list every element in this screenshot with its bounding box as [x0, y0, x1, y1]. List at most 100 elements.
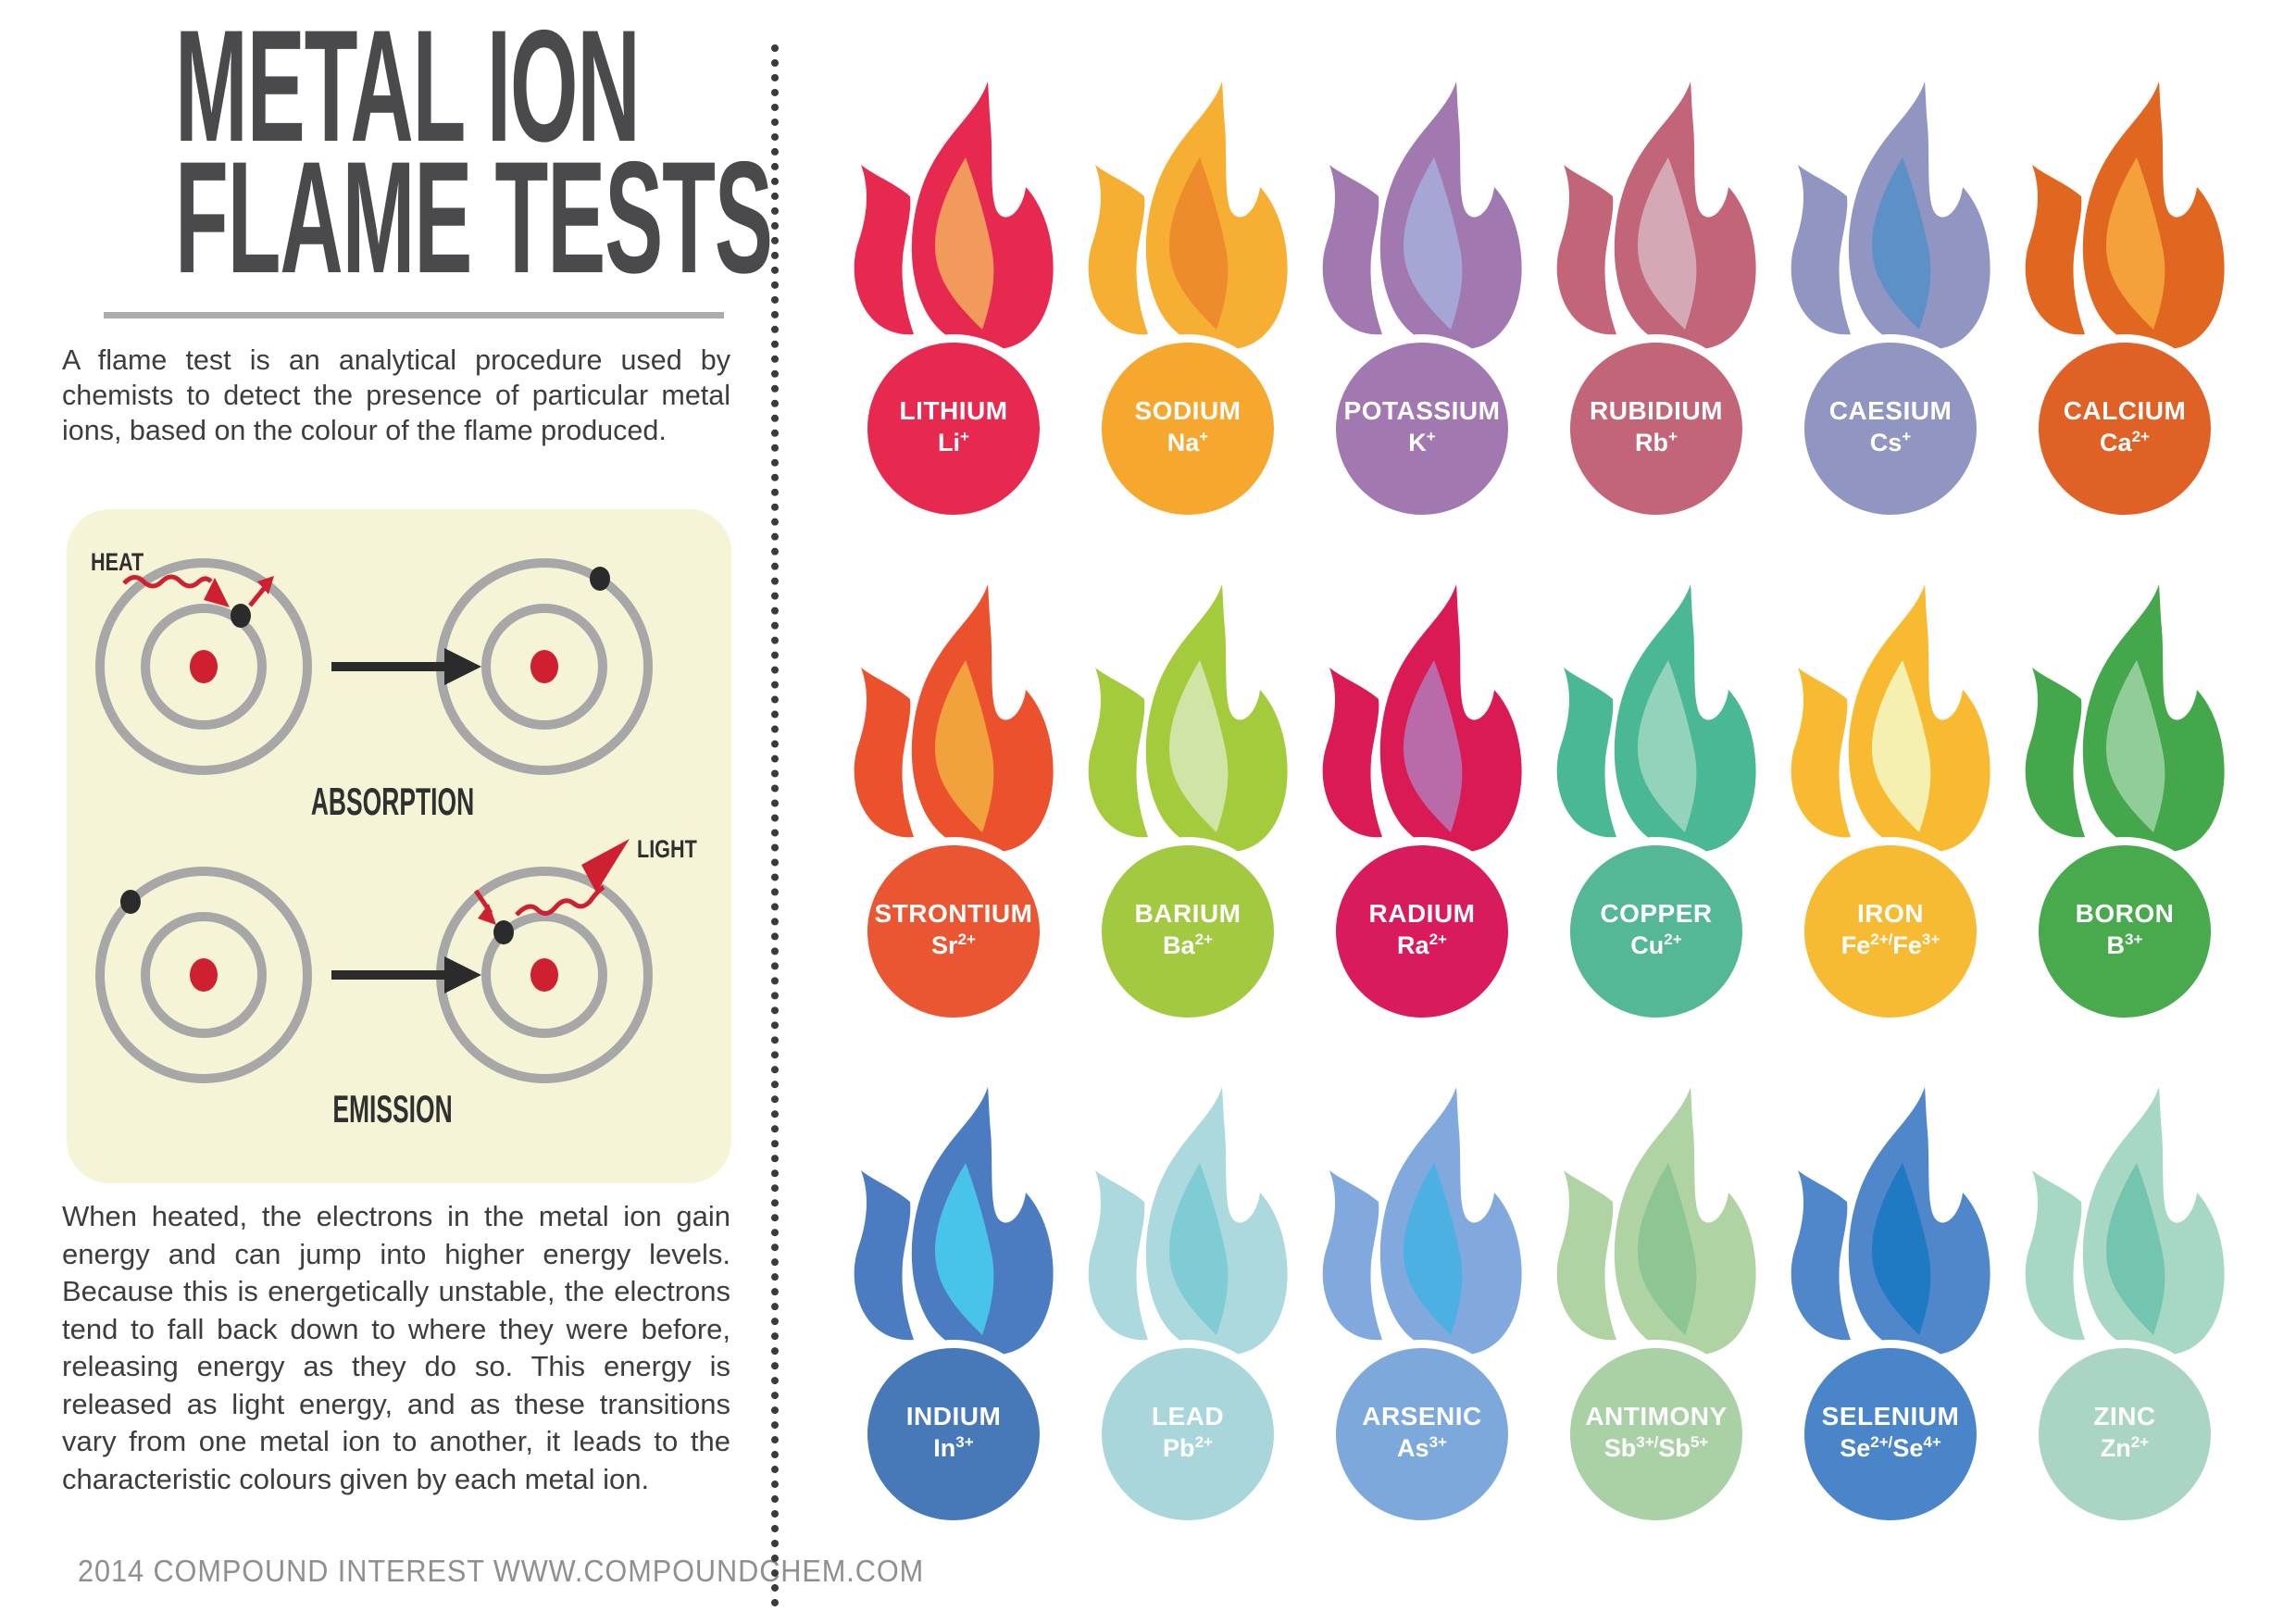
- element-name: INDIUM: [905, 1402, 1002, 1430]
- flame-icon: [1322, 584, 1522, 853]
- flame-icon: [2025, 584, 2225, 853]
- element-cell-indium: INDIUM In3+: [830, 1061, 1108, 1543]
- element-circle: POTASSIUM K+: [1336, 343, 1508, 515]
- element-name: ZINC: [2093, 1402, 2156, 1430]
- flame-icon: [1556, 584, 1756, 853]
- element-formula: Zn2+: [2100, 1433, 2150, 1462]
- flame-icon: [1791, 1087, 1990, 1355]
- footer-credit: 2014 COMPOUND INTEREST WWW.COMPOUNDCHEM.…: [78, 1554, 925, 1588]
- element-circle: ANTIMONY Sb3+/Sb5+: [1570, 1348, 1742, 1520]
- flame-icon: [854, 81, 1054, 350]
- element-circle: ZINC Zn2+: [2039, 1348, 2211, 1520]
- element-circle: BARIUM Ba2+: [1102, 845, 1274, 1018]
- element-name: STRONTIUM: [874, 899, 1033, 928]
- element-formula: As3+: [1397, 1433, 1447, 1462]
- element-circle: BORON B3+: [2039, 845, 2211, 1018]
- absorption-emission-panel: HEAT LIGHT ABSORPTION EMISSION: [67, 509, 731, 1183]
- element-cell-lithium: LITHIUM Li+: [830, 56, 1108, 537]
- element-formula: Na+: [1167, 428, 1209, 456]
- element-cell-strontium: STRONTIUM Sr2+: [830, 558, 1108, 1040]
- dotted-divider: [771, 44, 779, 1607]
- element-name: POTASSIUM: [1343, 396, 1501, 425]
- title-underline: [104, 312, 724, 319]
- element-cell-selenium: SELENIUM Se2+/Se4+: [1767, 1061, 2045, 1543]
- element-circle: LEAD Pb2+: [1102, 1348, 1274, 1520]
- element-formula: Sb3+/Sb5+: [1603, 1433, 1709, 1462]
- element-formula: K+: [1408, 428, 1436, 456]
- element-circle: STRONTIUM Sr2+: [867, 845, 1040, 1018]
- element-formula: Fe2+/Fe3+: [1841, 931, 1940, 959]
- element-cell-potassium: POTASSIUM K+: [1299, 56, 1577, 537]
- element-formula: Li+: [938, 428, 969, 456]
- light-label: LIGHT: [637, 836, 697, 864]
- element-name: CALCIUM: [2063, 396, 2187, 425]
- element-name: LITHIUM: [899, 396, 1008, 425]
- flame-icon: [2025, 81, 2225, 350]
- element-cell-lead: LEAD Pb2+: [1065, 1061, 1342, 1543]
- electron-dots: [120, 567, 610, 944]
- element-name: COPPER: [1600, 899, 1713, 928]
- emission-label: EMISSION: [332, 1088, 452, 1131]
- nucleus-dots: [190, 650, 558, 992]
- element-cell-sodium: SODIUM Na+: [1065, 56, 1342, 537]
- element-circle: CALCIUM Ca2+: [2039, 343, 2211, 515]
- element-name: ANTIMONY: [1585, 1402, 1728, 1430]
- element-formula: Cu2+: [1630, 931, 1682, 959]
- page-title: METAL ION FLAME TESTS: [0, 0, 778, 306]
- flame-icon: [1791, 81, 1990, 350]
- title-line-2: FLAME TESTS: [175, 129, 773, 306]
- flame-icon: [1088, 81, 1288, 350]
- flame-icon: [1088, 1087, 1288, 1355]
- element-name: ARSENIC: [1362, 1402, 1482, 1430]
- element-cell-zinc: ZINC Zn2+: [2002, 1061, 2279, 1543]
- atom-diagram: HEAT LIGHT ABSORPTION EMISSION: [91, 549, 697, 1131]
- element-cell-caesium: CAESIUM Cs+: [1767, 56, 2045, 537]
- element-circle: INDIUM In3+: [867, 1348, 1040, 1520]
- element-formula: Se2+/Se4+: [1840, 1433, 1941, 1462]
- flame-icon: [854, 1087, 1054, 1355]
- diagram-labels: HEAT LIGHT ABSORPTION EMISSION: [91, 549, 697, 1131]
- transition-arrows: [331, 648, 481, 993]
- element-circle: SODIUM Na+: [1102, 343, 1274, 515]
- element-cell-iron: IRON Fe2+/Fe3+: [1767, 558, 2045, 1040]
- element-cell-rubidium: RUBIDIUM Rb+: [1533, 56, 1811, 537]
- intro-paragraph: A flame test is an analytical procedure …: [62, 344, 730, 446]
- element-name: LEAD: [1151, 1402, 1225, 1430]
- flame-icon: [1088, 584, 1288, 853]
- element-formula: Ra2+: [1397, 931, 1447, 959]
- flame-icon: [854, 584, 1054, 853]
- element-formula: Pb2+: [1163, 1433, 1213, 1462]
- element-name: BORON: [2075, 899, 2175, 928]
- element-formula: Rb+: [1635, 428, 1678, 456]
- heat-arrow: [122, 574, 274, 607]
- element-circle: LITHIUM Li+: [867, 343, 1040, 515]
- light-arrow: [473, 839, 630, 925]
- element-name: BARIUM: [1134, 899, 1242, 928]
- element-name: SELENIUM: [1821, 1402, 1960, 1430]
- heat-label: HEAT: [91, 549, 144, 577]
- element-name: RADIUM: [1368, 899, 1476, 928]
- element-name: RUBIDIUM: [1590, 396, 1723, 425]
- absorption-label: ABSORPTION: [311, 781, 474, 824]
- element-cell-arsenic: ARSENIC As3+: [1299, 1061, 1577, 1543]
- flame-icon: [1556, 1087, 1756, 1355]
- element-circle: RADIUM Ra2+: [1336, 845, 1508, 1018]
- element-circle: IRON Fe2+/Fe3+: [1804, 845, 1977, 1018]
- title-line-1: METAL ION: [175, 0, 641, 175]
- element-cell-antimony: ANTIMONY Sb3+/Sb5+: [1533, 1061, 1811, 1543]
- flame-icon: [1556, 81, 1756, 350]
- element-circle: COPPER Cu2+: [1570, 845, 1742, 1018]
- flame-icon: [2025, 1087, 2225, 1355]
- element-name: CAESIUM: [1828, 396, 1953, 425]
- element-cell-radium: RADIUM Ra2+: [1299, 558, 1577, 1040]
- element-formula: In3+: [933, 1433, 974, 1462]
- flame-icon: [1322, 81, 1522, 350]
- element-formula: B3+: [2106, 931, 2143, 959]
- element-cell-copper: COPPER Cu2+: [1533, 558, 1811, 1040]
- element-formula: Cs+: [1869, 428, 1912, 456]
- element-formula: Ca2+: [2100, 428, 2150, 456]
- element-circle: ARSENIC As3+: [1336, 1348, 1508, 1520]
- element-formula: Ba2+: [1163, 931, 1213, 959]
- element-cell-barium: BARIUM Ba2+: [1065, 558, 1342, 1040]
